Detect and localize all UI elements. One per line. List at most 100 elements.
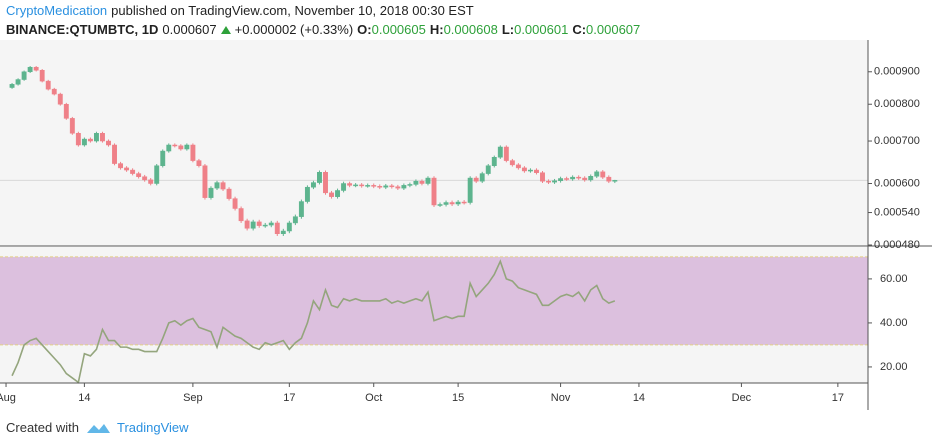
candle-body [9,84,15,88]
candle-body [244,220,250,229]
rsi-tick-label: 20.00 [880,361,908,373]
ohlc-key: O: [357,22,372,37]
ohlc-key: L: [501,22,515,37]
candle-body [449,202,455,205]
candle-body [497,146,503,158]
candle-body [112,144,117,164]
candle-body [546,180,551,183]
candle-body [570,176,576,180]
candle-body [612,180,618,182]
candle-body [190,144,196,161]
candle-body [582,177,588,181]
candle-body [389,185,395,188]
candle-body [323,172,328,194]
candle-body [33,66,39,71]
candle-body [184,144,190,150]
y-tick-label: 0.000540 [874,206,920,218]
ohlc-value: 0.000601 [514,22,569,37]
candle-body [75,133,81,146]
candle-body [100,133,105,142]
candle-body [503,146,509,161]
change: +0.000002 (+0.33%) [234,22,354,37]
candle-body [286,222,292,232]
candle-body [491,156,497,166]
candle-body [268,222,274,226]
author[interactable]: CryptoMedication [6,3,108,18]
x-tick-label: 17 [832,392,844,404]
candle-body [425,177,431,184]
candle-body [87,138,93,142]
rsi-tick-label: 60.00 [880,273,908,285]
x-tick-label: Oct [365,392,382,404]
candle-body [81,138,87,146]
candle-body [130,169,136,174]
candle-body [304,186,310,202]
candle-body [118,163,124,169]
brand[interactable]: TradingView [116,420,189,435]
x-tick-label: Aug [0,392,16,404]
candle-body [63,103,69,119]
candle-body [527,169,533,172]
x-tick-label: Nov [551,392,571,404]
candle-body [178,145,184,150]
ohlc-value: 0.000605 [371,22,426,37]
candle-body [154,165,160,184]
rsi-line [11,259,616,384]
candle-body [106,140,111,146]
candle-body [473,177,479,182]
symbol: BINANCE:QTUMBTC, 1D [6,22,159,37]
candle-body [256,221,262,226]
candle-body [196,160,202,166]
plot [0,40,868,384]
candle-body [57,93,63,105]
candle-body [413,180,419,185]
publish-line: CryptoMedication published on TradingVie… [6,3,474,18]
candle-body [534,169,539,173]
candle-body [292,216,298,224]
candle-body [606,176,612,182]
candle-body [437,204,443,206]
candle-body [341,183,347,191]
symbol-line: BINANCE:QTUMBTC, 1D 0.000607 +0.000002 (… [6,22,640,37]
candle-body [485,165,491,174]
candle-body [371,185,377,187]
created: Created with [6,420,79,435]
price-pane [0,40,868,246]
candle-body [51,88,57,95]
candle-body [329,192,334,197]
candle-body [419,180,425,184]
candle-body [232,198,238,209]
candle-body [27,66,33,73]
candle-body [45,80,51,90]
ohlc-item: C:0.000607 [572,22,640,37]
x-tick-label: 14 [633,392,645,404]
candle-body [21,71,27,80]
ohlc-item: L:0.000601 [502,22,569,37]
candle-body [317,172,322,183]
candle-body [431,177,437,206]
ohlc-value: 0.000607 [586,22,641,37]
candle-body [552,180,558,183]
candle-body [202,165,208,198]
candle-body [142,176,148,181]
candle-body [347,183,353,186]
y-tick-label: 0.000600 [874,177,920,189]
x-tick-label: Sep [183,392,203,404]
last-price: 0.000607 [162,22,217,37]
candle-body [238,208,244,222]
published: published on TradingView.com, November 1… [111,3,474,18]
candle-body [401,185,407,189]
y-tick-label: 0.000480 [874,239,920,251]
ohlc-item: O:0.000605 [357,22,426,37]
candle-body [521,167,527,172]
x-tick-label: 14 [78,392,90,404]
candle-body [407,184,413,186]
candle-body [148,179,154,184]
ohlc-key: H: [429,22,444,37]
candle-body [558,178,564,182]
candle-body [262,224,268,227]
x-tick-label: Dec [732,392,752,404]
candle-body [467,177,473,203]
